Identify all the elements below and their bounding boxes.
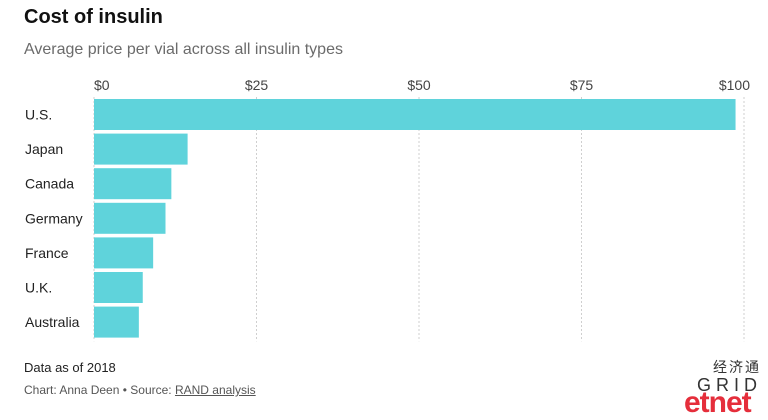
credit-text: Chart: Anna Deen • Source: — [24, 383, 175, 397]
chart-subtitle: Average price per vial across all insuli… — [24, 41, 343, 58]
bar[interactable] — [94, 237, 154, 269]
etnet-watermark-logo: etnet — [684, 386, 752, 419]
grid-logo: GRID — [697, 375, 762, 395]
watermark-chinese-text: 经济通 — [713, 359, 761, 375]
bar[interactable] — [94, 133, 188, 165]
chart-title: Cost of insulin — [24, 6, 163, 28]
bar[interactable] — [94, 168, 172, 200]
x-tick-label: $100 — [719, 77, 750, 93]
bar[interactable] — [94, 99, 736, 130]
category-label: Germany — [25, 210, 83, 226]
category-label: Australia — [25, 314, 80, 330]
bar[interactable] — [94, 202, 166, 234]
category-label: U.K. — [25, 280, 52, 296]
data-date-note: Data as of 2018 — [24, 360, 116, 375]
chart-credit: Chart: Anna Deen • Source: RAND analysis — [24, 383, 256, 397]
category-label: U.S. — [25, 107, 52, 123]
category-label: France — [25, 245, 69, 261]
bar[interactable] — [94, 306, 139, 338]
category-label: Japan — [25, 141, 63, 157]
source-link[interactable]: RAND analysis — [174, 383, 256, 397]
x-tick-label: $50 — [407, 77, 431, 93]
x-tick-label: $25 — [245, 77, 269, 93]
x-tick-label: $75 — [570, 77, 594, 93]
category-label: Canada — [25, 176, 74, 192]
x-tick-label: $0 — [94, 77, 110, 93]
bar[interactable] — [94, 272, 143, 303]
bar-chart: $0 $25 $50 $75 $100 U.S. Japan Canada Germany Fr… — [25, 77, 750, 342]
